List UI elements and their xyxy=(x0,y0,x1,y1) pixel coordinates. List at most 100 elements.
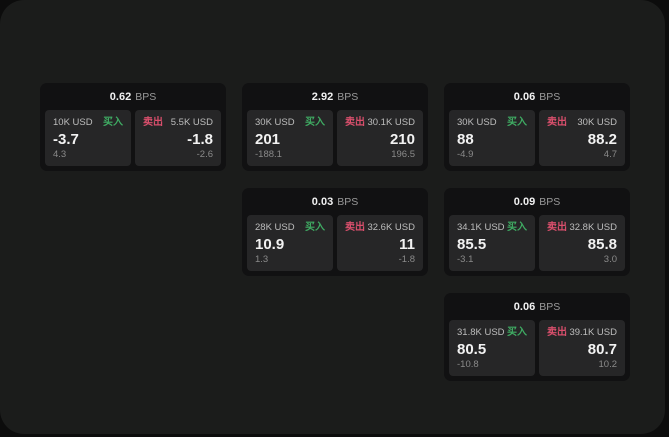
quote-panels: 30K USD 买入 88 -4.9 卖出 30K USD 88.2 4.7 xyxy=(444,108,630,171)
sell-panel[interactable]: 卖出 32.8K USD 85.8 3.0 xyxy=(539,215,625,271)
buy-size: 30K USD xyxy=(255,117,295,128)
buy-delta: -10.8 xyxy=(457,359,479,370)
sell-delta: 4.7 xyxy=(603,149,617,160)
bps-value: 0.06 xyxy=(513,300,536,313)
buy-side-label: 买入 xyxy=(507,222,527,233)
sell-panel-top: 卖出 32.8K USD xyxy=(547,222,617,233)
sell-delta: 10.2 xyxy=(598,359,618,370)
quote-panels: 30K USD 买入 201 -188.1 卖出 30.1K USD 210 1… xyxy=(242,108,428,171)
quote-panels: 10K USD 买入 -3.7 4.3 卖出 5.5K USD -1.8 -2.… xyxy=(40,108,226,171)
sell-delta: -2.6 xyxy=(196,149,213,160)
sell-side-label: 卖出 xyxy=(143,117,163,128)
buy-panel-top: 31.8K USD 买入 xyxy=(457,327,527,338)
bps-header: 0.06 BPS xyxy=(444,293,630,318)
buy-panel[interactable]: 31.8K USD 买入 80.5 -10.8 xyxy=(449,320,535,376)
quote-card: 0.06 BPS 30K USD 买入 88 -4.9 卖出 30K USD 8… xyxy=(444,83,630,171)
bps-unit-label: BPS xyxy=(337,90,359,103)
sell-price: -1.8 xyxy=(187,130,213,148)
buy-side-label: 买入 xyxy=(305,117,325,128)
buy-size: 31.8K USD xyxy=(457,327,505,338)
sell-price: 11 xyxy=(399,235,415,253)
buy-price: -3.7 xyxy=(53,130,79,148)
buy-size: 28K USD xyxy=(255,222,295,233)
quote-card: 0.06 BPS 31.8K USD 买入 80.5 -10.8 卖出 39.1… xyxy=(444,293,630,381)
sell-panel-top: 卖出 32.6K USD xyxy=(345,222,415,233)
sell-panel-top: 卖出 5.5K USD xyxy=(143,117,213,128)
buy-panel[interactable]: 30K USD 买入 88 -4.9 xyxy=(449,110,535,166)
buy-panel-top: 28K USD 买入 xyxy=(255,222,325,233)
buy-panel[interactable]: 30K USD 买入 201 -188.1 xyxy=(247,110,333,166)
sell-panel-top: 卖出 39.1K USD xyxy=(547,327,617,338)
sell-delta: -1.8 xyxy=(398,254,415,265)
buy-delta: -188.1 xyxy=(255,149,282,160)
buy-price: 88 xyxy=(457,130,474,148)
buy-panel[interactable]: 10K USD 买入 -3.7 4.3 xyxy=(45,110,131,166)
sell-panel-top: 卖出 30.1K USD xyxy=(345,117,415,128)
buy-price: 10.9 xyxy=(255,235,285,253)
bps-header: 0.62 BPS xyxy=(40,83,226,108)
buy-side-label: 买入 xyxy=(103,117,123,128)
bps-header: 0.06 BPS xyxy=(444,83,630,108)
bps-value: 0.09 xyxy=(513,195,536,208)
bps-value: 0.03 xyxy=(311,195,334,208)
bps-unit-label: BPS xyxy=(539,300,561,313)
sell-delta: 3.0 xyxy=(603,254,617,265)
bps-unit-label: BPS xyxy=(135,90,157,103)
sell-panel[interactable]: 卖出 5.5K USD -1.8 -2.6 xyxy=(135,110,221,166)
buy-side-label: 买入 xyxy=(507,117,527,128)
bps-header: 0.09 BPS xyxy=(444,188,630,213)
quote-card: 0.09 BPS 34.1K USD 买入 85.5 -3.1 卖出 32.8K… xyxy=(444,188,630,276)
bps-header: 2.92 BPS xyxy=(242,83,428,108)
buy-panel-top: 34.1K USD 买入 xyxy=(457,222,527,233)
buy-delta: 1.3 xyxy=(255,254,269,265)
buy-price: 85.5 xyxy=(457,235,487,253)
buy-size: 34.1K USD xyxy=(457,222,505,233)
sell-size: 39.1K USD xyxy=(569,327,617,338)
sell-panel[interactable]: 卖出 30K USD 88.2 4.7 xyxy=(539,110,625,166)
bps-value: 0.62 xyxy=(109,90,132,103)
sell-side-label: 卖出 xyxy=(547,222,567,233)
buy-delta: 4.3 xyxy=(53,149,67,160)
bps-value: 2.92 xyxy=(311,90,334,103)
sell-size: 32.8K USD xyxy=(569,222,617,233)
sell-size: 30K USD xyxy=(577,117,617,128)
buy-delta: -4.9 xyxy=(457,149,474,160)
sell-price: 88.2 xyxy=(587,130,617,148)
sell-price: 210 xyxy=(389,130,415,148)
sell-panel[interactable]: 卖出 39.1K USD 80.7 10.2 xyxy=(539,320,625,376)
buy-price: 80.5 xyxy=(457,340,487,358)
sell-size: 32.6K USD xyxy=(367,222,415,233)
sell-side-label: 卖出 xyxy=(547,117,567,128)
quote-card: 0.62 BPS 10K USD 买入 -3.7 4.3 卖出 5.5K USD… xyxy=(40,83,226,171)
buy-panel-top: 30K USD 买入 xyxy=(457,117,527,128)
buy-panel[interactable]: 28K USD 买入 10.9 1.3 xyxy=(247,215,333,271)
bps-value: 0.06 xyxy=(513,90,536,103)
bps-unit-label: BPS xyxy=(539,195,561,208)
sell-price: 80.7 xyxy=(587,340,617,358)
bps-unit-label: BPS xyxy=(337,195,359,208)
sell-panel[interactable]: 卖出 32.6K USD 11 -1.8 xyxy=(337,215,423,271)
quote-card: 2.92 BPS 30K USD 买入 201 -188.1 卖出 30.1K … xyxy=(242,83,428,171)
sell-side-label: 卖出 xyxy=(345,117,365,128)
buy-delta: -3.1 xyxy=(457,254,474,265)
quote-card: 0.03 BPS 28K USD 买入 10.9 1.3 卖出 32.6K US… xyxy=(242,188,428,276)
buy-size: 30K USD xyxy=(457,117,497,128)
buy-side-label: 买入 xyxy=(305,222,325,233)
bps-header: 0.03 BPS xyxy=(242,188,428,213)
sell-size: 30.1K USD xyxy=(367,117,415,128)
buy-panel[interactable]: 34.1K USD 买入 85.5 -3.1 xyxy=(449,215,535,271)
quote-panels: 34.1K USD 买入 85.5 -3.1 卖出 32.8K USD 85.8… xyxy=(444,213,630,276)
buy-panel-top: 10K USD 买入 xyxy=(53,117,123,128)
buy-price: 201 xyxy=(255,130,281,148)
sell-price: 85.8 xyxy=(587,235,617,253)
quote-panels: 28K USD 买入 10.9 1.3 卖出 32.6K USD 11 -1.8 xyxy=(242,213,428,276)
sell-panel[interactable]: 卖出 30.1K USD 210 196.5 xyxy=(337,110,423,166)
sell-size: 5.5K USD xyxy=(170,117,213,128)
sell-side-label: 卖出 xyxy=(547,327,567,338)
buy-panel-top: 30K USD 买入 xyxy=(255,117,325,128)
buy-size: 10K USD xyxy=(53,117,93,128)
buy-side-label: 买入 xyxy=(507,327,527,338)
sell-delta: 196.5 xyxy=(391,149,415,160)
bps-unit-label: BPS xyxy=(539,90,561,103)
